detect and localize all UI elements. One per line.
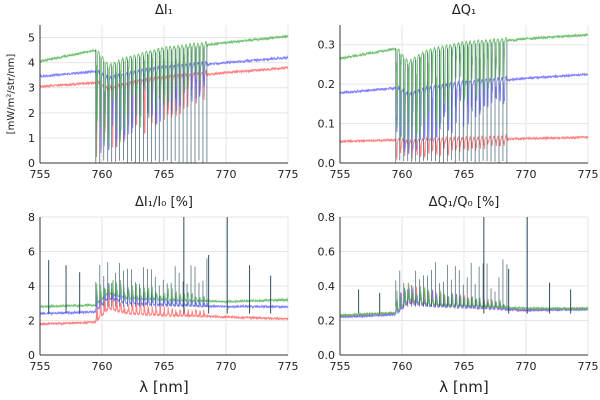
x-tick-label: 775 bbox=[278, 168, 299, 181]
x-tick-label: 775 bbox=[578, 168, 599, 181]
x-tick-label: 775 bbox=[278, 360, 299, 373]
y-tick-label: 0.2 bbox=[318, 315, 336, 328]
y-axis-label: [mW/m²/str/nm] bbox=[6, 54, 17, 135]
y-tick-label: 1 bbox=[28, 132, 35, 145]
x-tick-label: 770 bbox=[516, 168, 537, 181]
x-axis-label: λ [nm] bbox=[439, 378, 488, 396]
x-axis-label: λ [nm] bbox=[139, 378, 188, 396]
x-tick-label: 755 bbox=[30, 168, 51, 181]
y-tick-label: 4 bbox=[28, 57, 35, 70]
x-tick-label: 765 bbox=[454, 360, 475, 373]
series-line bbox=[339, 282, 589, 318]
y-tick-label: 0 bbox=[28, 349, 35, 362]
y-tick-label: 0.4 bbox=[318, 280, 336, 293]
series-line bbox=[39, 289, 289, 327]
x-tick-label: 775 bbox=[578, 360, 599, 373]
series-line bbox=[39, 282, 289, 316]
y-tick-label: 3 bbox=[28, 82, 35, 95]
panel-title: ΔQ₁ bbox=[452, 3, 476, 18]
x-tick-label: 765 bbox=[154, 360, 175, 373]
x-tick-label: 760 bbox=[392, 360, 413, 373]
panel-delta-q1-ratio: ΔQ₁/Q₀ [%] λ [nm] 755 760 765 770 775 0.0 0.2 0… bbox=[318, 195, 599, 396]
y-tick-label: 2 bbox=[28, 315, 35, 328]
x-tick-label: 760 bbox=[92, 360, 113, 373]
panel-title: ΔQ₁/Q₀ [%] bbox=[429, 195, 500, 210]
panel-title: ΔI₁/I₀ [%] bbox=[135, 195, 193, 210]
panel-title: ΔI₁ bbox=[155, 3, 173, 18]
x-tick-label: 770 bbox=[216, 360, 237, 373]
x-tick-label: 765 bbox=[454, 168, 475, 181]
y-tick-label: 4 bbox=[28, 280, 35, 293]
y-tick-label: 6 bbox=[28, 246, 35, 259]
y-tick-label: 0.8 bbox=[318, 211, 336, 224]
series-line bbox=[339, 287, 589, 319]
x-tick-label: 755 bbox=[30, 360, 51, 373]
y-tick-label: 8 bbox=[28, 211, 35, 224]
series-line bbox=[339, 133, 589, 160]
y-tick-label: 0.3 bbox=[318, 39, 336, 52]
y-tick-label: 0 bbox=[28, 157, 35, 170]
y-tick-label: 5 bbox=[28, 32, 35, 45]
x-tick-label: 760 bbox=[392, 168, 413, 181]
series-line bbox=[39, 280, 289, 309]
x-tick-label: 765 bbox=[154, 168, 175, 181]
y-tick-label: 0.6 bbox=[318, 246, 336, 259]
x-tick-label: 770 bbox=[516, 360, 537, 373]
y-tick-label: 0.1 bbox=[318, 118, 336, 131]
series-line bbox=[39, 34, 289, 156]
x-tick-label: 760 bbox=[92, 168, 113, 181]
panel-delta-i1: ΔI₁ [mW/m²/str/nm] 755 760 765 770 775 0 1 2 3 4 5 bbox=[6, 3, 299, 181]
x-tick-label: 755 bbox=[330, 168, 351, 181]
y-tick-label: 2 bbox=[28, 107, 35, 120]
x-tick-label: 755 bbox=[330, 360, 351, 373]
series-line bbox=[339, 33, 589, 149]
x-tick-label: 770 bbox=[216, 168, 237, 181]
y-tick-label: 0.0 bbox=[318, 349, 336, 362]
y-tick-label: 0.2 bbox=[318, 78, 336, 91]
panel-delta-i1-ratio: ΔI₁/I₀ [%] λ [nm] 755 760 765 770 775 0 2 4 6 8 bbox=[28, 195, 299, 396]
y-tick-label: 0.0 bbox=[318, 157, 336, 170]
panel-delta-q1: ΔQ₁ 755 760 765 770 775 0.0 0.1 0.2 0.3 bbox=[318, 3, 599, 181]
